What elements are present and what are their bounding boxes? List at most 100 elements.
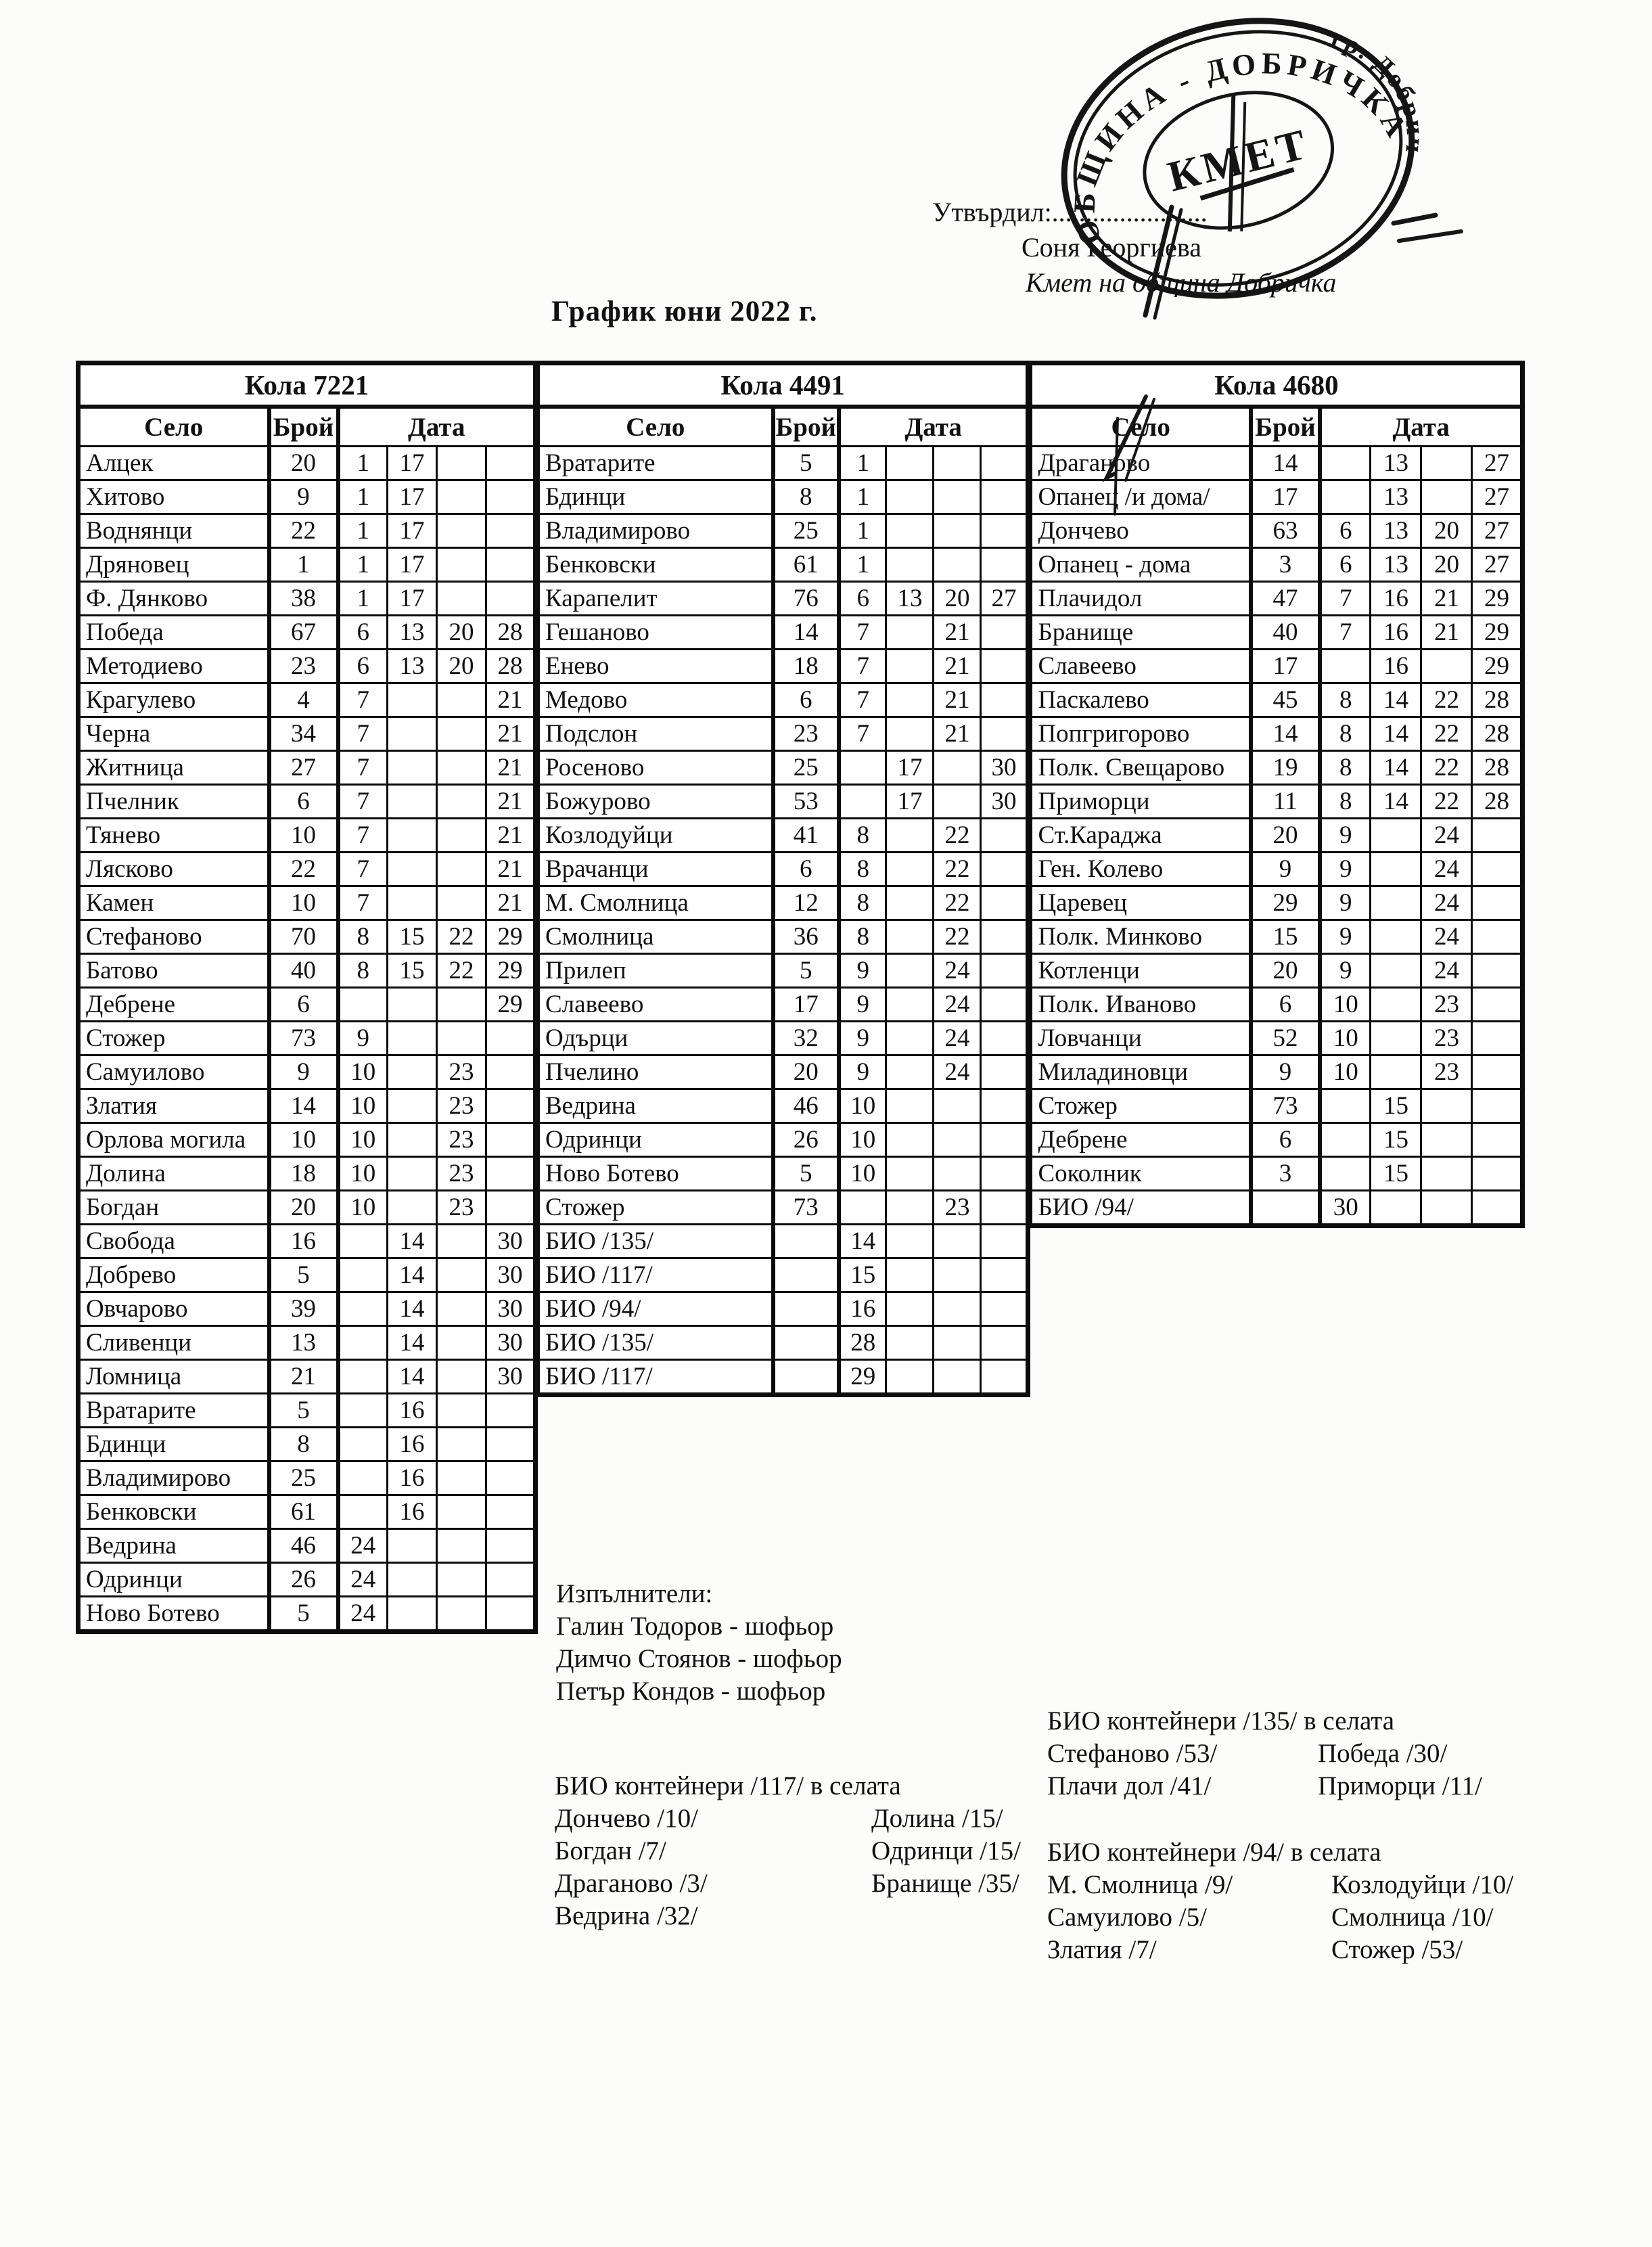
- count-cell: 10: [267, 817, 339, 853]
- date-cell: 30: [1317, 1189, 1372, 1227]
- date-cell: [1471, 1189, 1524, 1227]
- village-cell: Вратарите: [536, 445, 774, 481]
- village-cell: Славеево: [1029, 648, 1252, 684]
- date-cell: 24: [336, 1595, 388, 1633]
- village-cell: Самуилово: [77, 1054, 270, 1090]
- date-cell: [885, 1257, 935, 1293]
- date-cell: 9: [336, 1020, 388, 1056]
- date-cell: [1471, 1020, 1524, 1056]
- count-cell: [771, 1291, 840, 1327]
- table-row: БИО /94/30: [1029, 1189, 1524, 1227]
- bio-village-item: Бранище /35/: [871, 1869, 1019, 1898]
- date-cell: 1: [336, 581, 388, 616]
- executor-item: Галин Тодоров - шофьор: [556, 1612, 834, 1641]
- count-cell: 41: [771, 817, 840, 853]
- date-cell: 9: [836, 986, 888, 1022]
- table-row: Енево 18 7 21: [536, 648, 1030, 684]
- date-cell: [980, 479, 1030, 515]
- table-row: Драганово 14 13 27: [1029, 445, 1524, 481]
- schedule-table-kola-4680: Кола 4680 Село Брой Дата Драганово 14 13 27 Опан…: [1028, 361, 1525, 1228]
- date-cell: [485, 547, 536, 583]
- date-cell: 14: [386, 1325, 438, 1361]
- date-cell: [386, 1122, 438, 1158]
- bio-containers-94-block: БИО контейнери /94/ в селата М. Смолница…: [1047, 1836, 1513, 1966]
- date-cell: 23: [436, 1054, 487, 1090]
- table-row: Пчелник 6 7 21: [77, 784, 536, 819]
- date-cell: [885, 445, 935, 481]
- table-row: Сливенци 13 14 30: [77, 1325, 536, 1361]
- village-cell: Алцек: [77, 445, 270, 481]
- village-cell: Златия: [77, 1088, 270, 1124]
- column-header-village: Село: [536, 405, 774, 447]
- date-cell: [1420, 1088, 1473, 1124]
- date-cell: [485, 1088, 536, 1124]
- table-row: Батово 40 8 15 22 29: [77, 953, 536, 989]
- count-cell: 26: [267, 1562, 339, 1597]
- date-cell: [980, 1122, 1030, 1158]
- table-row: Владимирово 25 16: [77, 1460, 536, 1496]
- count-cell: 73: [267, 1020, 339, 1056]
- date-cell: [1420, 1189, 1473, 1227]
- approver-role: Кмет на община Добричка: [1026, 267, 1337, 298]
- table-row: Бранище 40 7 16 21 29: [1029, 614, 1524, 650]
- date-cell: [1317, 1156, 1372, 1191]
- date-cell: 9: [836, 1054, 888, 1090]
- date-cell: [436, 1426, 487, 1462]
- date-cell: 7: [336, 784, 388, 819]
- date-cell: 15: [1369, 1088, 1423, 1124]
- date-cell: 7: [336, 682, 388, 718]
- village-cell: Методиево: [77, 648, 270, 684]
- date-cell: [932, 750, 982, 786]
- table-row: М. Смолница 12 8 22: [536, 885, 1030, 921]
- date-cell: 16: [386, 1426, 438, 1462]
- date-cell: [336, 1359, 388, 1394]
- date-cell: [980, 851, 1030, 887]
- village-cell: БИО /94/: [536, 1291, 774, 1327]
- date-cell: [436, 716, 487, 752]
- village-cell: Орлова могила: [77, 1122, 270, 1158]
- date-cell: 1: [836, 479, 888, 515]
- date-cell: 23: [436, 1156, 487, 1191]
- count-cell: 17: [771, 986, 840, 1022]
- date-cell: 29: [1471, 648, 1524, 684]
- date-cell: [932, 1223, 982, 1259]
- bio-village-item: Богдан /7/: [555, 1836, 666, 1865]
- village-cell: БИО /117/: [536, 1359, 774, 1396]
- date-cell: [1317, 1122, 1372, 1158]
- date-cell: [436, 885, 487, 921]
- count-cell: 47: [1248, 581, 1321, 616]
- date-cell: 28: [836, 1325, 888, 1361]
- village-cell: Крагулево: [77, 682, 270, 718]
- bio-village-item: Златия /7/: [1047, 1935, 1157, 1964]
- village-cell: Росеново: [536, 750, 774, 786]
- date-cell: [980, 885, 1030, 921]
- date-cell: [1369, 885, 1423, 921]
- date-cell: 17: [386, 513, 438, 549]
- date-cell: [1471, 919, 1524, 955]
- table-row: Одърци 32 9 24: [536, 1020, 1030, 1056]
- date-cell: 13: [1369, 547, 1423, 583]
- date-cell: 29: [836, 1359, 888, 1396]
- date-cell: 20: [436, 614, 487, 650]
- date-cell: 21: [485, 716, 536, 752]
- date-cell: [836, 1189, 888, 1225]
- count-cell: 61: [771, 547, 840, 583]
- count-cell: [771, 1359, 840, 1396]
- table-row: Вратарите 5 16: [77, 1392, 536, 1428]
- count-cell: 73: [1248, 1088, 1321, 1124]
- table-row: Приморци 11 8 14 22 28: [1029, 784, 1524, 819]
- village-cell: Свобода: [77, 1223, 270, 1259]
- date-cell: [436, 1291, 487, 1327]
- village-cell: Хитово: [77, 479, 270, 515]
- table-row: Овчарово 39 14 30: [77, 1291, 536, 1327]
- date-cell: [386, 851, 438, 887]
- date-cell: 14: [386, 1257, 438, 1293]
- date-cell: 16: [836, 1291, 888, 1327]
- village-cell: Приморци: [1029, 784, 1252, 819]
- village-cell: Славеево: [536, 986, 774, 1022]
- table-row: Златия 14 10 23: [77, 1088, 536, 1124]
- count-cell: 25: [771, 513, 840, 549]
- date-cell: [885, 716, 935, 752]
- table-row: Черна 34 7 21: [77, 716, 536, 752]
- table-car-title: Кола 4680: [1029, 362, 1524, 409]
